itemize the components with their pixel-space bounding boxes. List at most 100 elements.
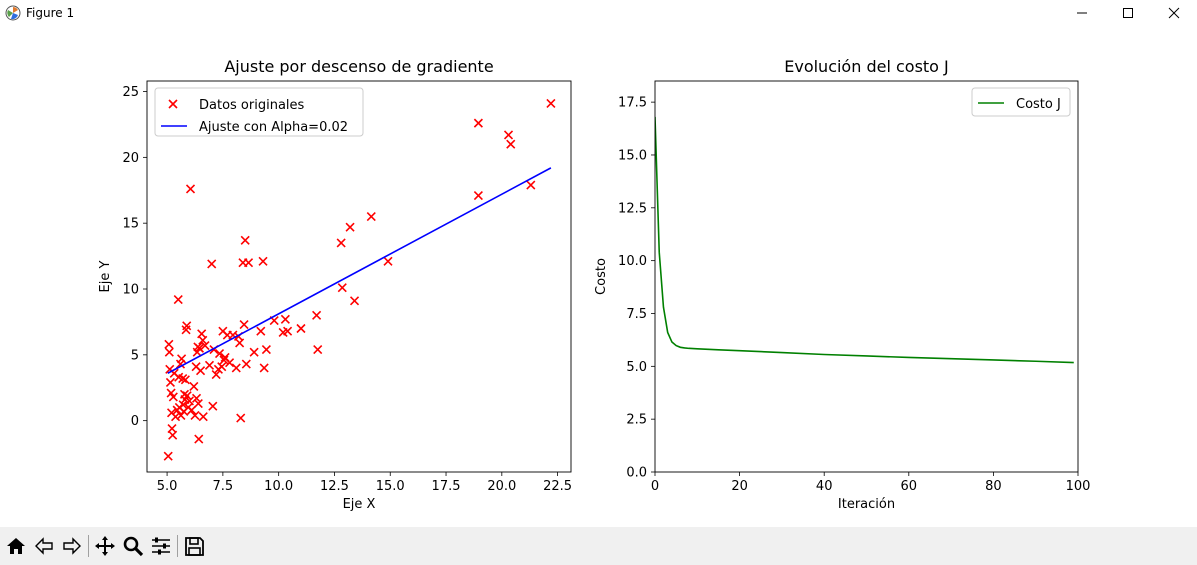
y-tick-label: 5 xyxy=(131,348,139,363)
data-point xyxy=(207,259,217,269)
data-point xyxy=(191,393,202,403)
home-button[interactable] xyxy=(2,532,30,560)
y-axis-label: Costo xyxy=(594,258,609,295)
plot-data xyxy=(163,98,556,461)
figure-canvas[interactable]: Ajuste por descenso de gradiente 5.0 7.5 10… xyxy=(0,26,1197,527)
y-tick-label: 15 xyxy=(122,217,139,232)
legend-marker xyxy=(168,99,178,109)
x-tick-label: 0 xyxy=(651,479,659,494)
data-point xyxy=(168,392,178,402)
configure-subplots-button[interactable] xyxy=(147,532,175,560)
data-point xyxy=(526,180,536,190)
data-point xyxy=(249,347,259,357)
data-point xyxy=(211,370,221,380)
data-point xyxy=(506,139,516,149)
legend-box xyxy=(971,87,1071,117)
window-title: Figure 1 xyxy=(26,6,75,20)
data-point xyxy=(178,373,188,384)
x-tick-label: 20.0 xyxy=(487,479,516,494)
toolbar-separator xyxy=(88,535,89,557)
data-point xyxy=(312,310,322,320)
chart-title: Ajuste por descenso de gradiente xyxy=(224,57,493,76)
data-point xyxy=(225,358,235,368)
data-point xyxy=(239,319,249,330)
figure-svg: Ajuste por descenso de gradiente 5.0 7.5 10… xyxy=(98,57,1090,512)
series-line xyxy=(655,116,1074,364)
data-point xyxy=(280,314,290,324)
window-titlebar: Figure 1 xyxy=(0,0,1197,26)
data-point xyxy=(261,345,271,355)
data-point xyxy=(163,451,173,461)
forward-button[interactable] xyxy=(58,532,86,560)
x-tick-label: 10.0 xyxy=(264,479,293,494)
x-tick-label: 17.5 xyxy=(432,479,461,494)
data-point xyxy=(185,184,196,194)
data-point xyxy=(366,212,376,222)
x-tick-label: 80 xyxy=(985,479,1002,494)
x-tick-label: 15.0 xyxy=(376,479,405,494)
y-tick-label: 7.5 xyxy=(626,307,647,322)
data-point xyxy=(313,345,323,355)
data-point xyxy=(190,410,200,420)
y-tick-label: 17.5 xyxy=(618,96,647,111)
data-point xyxy=(189,381,199,391)
back-icon xyxy=(35,537,53,555)
window-controls xyxy=(1059,0,1197,26)
data-point xyxy=(200,341,210,351)
legend: Datos originales Ajuste con Alpha=0.02 xyxy=(154,87,364,137)
data-point xyxy=(259,363,269,373)
zoom-button[interactable] xyxy=(119,532,147,560)
data-point xyxy=(194,434,204,444)
x-tick-label: 60 xyxy=(901,479,918,494)
maximize-button[interactable] xyxy=(1105,0,1151,26)
data-point xyxy=(208,401,218,411)
data-point xyxy=(546,98,556,108)
forward-icon xyxy=(63,537,81,555)
data-point xyxy=(184,396,194,406)
data-point xyxy=(473,190,483,201)
data-point xyxy=(243,258,254,268)
maximize-icon xyxy=(1123,8,1133,18)
data-point xyxy=(214,348,225,359)
minimize-button[interactable] xyxy=(1059,0,1105,26)
data-point xyxy=(231,363,241,373)
data-point xyxy=(240,235,250,245)
data-point xyxy=(345,222,355,232)
close-icon xyxy=(1168,7,1180,19)
home-icon xyxy=(7,538,25,554)
toolbar-separator xyxy=(177,535,178,557)
zoom-icon xyxy=(123,536,144,557)
data-point xyxy=(170,412,181,422)
data-point xyxy=(258,256,268,266)
y-tick-label: 10.0 xyxy=(618,254,647,269)
chart-2: Evolución del costo J 0 20 40 60 80 100 0.0 2.5 5… xyxy=(594,57,1090,512)
x-axis-label: Iteración xyxy=(838,497,895,512)
data-point xyxy=(198,412,208,422)
data-point xyxy=(164,347,174,357)
back-button[interactable] xyxy=(30,532,58,560)
matplotlib-icon xyxy=(4,4,22,22)
legend-label: Costo J xyxy=(1016,97,1061,112)
legend: Costo J xyxy=(971,87,1071,117)
navigation-toolbar xyxy=(0,527,1197,565)
data-point xyxy=(296,323,306,334)
y-tick-label: 2.5 xyxy=(626,413,647,428)
configure-subplots-icon xyxy=(152,537,170,555)
legend-label: Ajuste con Alpha=0.02 xyxy=(199,120,348,135)
series-line xyxy=(167,167,552,374)
x-tick-label: 5.0 xyxy=(157,479,178,494)
data-point xyxy=(182,391,192,401)
minimize-icon xyxy=(1077,12,1087,14)
save-icon xyxy=(185,537,204,556)
y-axis-label: Eje Y xyxy=(98,260,113,292)
data-point xyxy=(256,326,266,336)
close-button[interactable] xyxy=(1151,0,1197,26)
y-tick-label: 5.0 xyxy=(626,360,647,375)
data-point xyxy=(182,321,192,331)
save-button[interactable] xyxy=(180,532,208,560)
data-point xyxy=(168,430,178,440)
x-tick-label: 22.5 xyxy=(543,479,572,494)
x-tick-label: 40 xyxy=(816,479,833,494)
x-tick-label: 12.5 xyxy=(320,479,349,494)
pan-button[interactable] xyxy=(91,532,119,560)
